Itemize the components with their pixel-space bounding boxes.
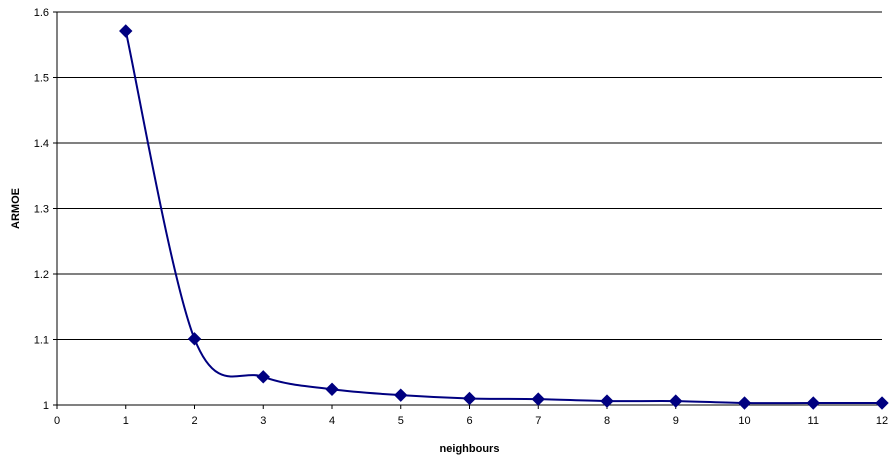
y-axis-title: ARMOE	[10, 188, 22, 229]
x-tick-label: 5	[398, 415, 404, 427]
axes	[53, 11, 883, 409]
x-tick-label: 4	[329, 415, 335, 427]
tick-labels: 11.11.21.31.41.51.60 1 2 3 4 5 6 7 8 9 10 11 12	[34, 7, 888, 427]
data-point	[394, 388, 408, 402]
x-tick-label: 11	[808, 415, 819, 427]
y-tick-label: 1.4	[34, 138, 49, 150]
data-point	[462, 391, 477, 406]
x-tick-label: 9	[673, 415, 679, 427]
gridlines	[57, 11, 882, 340]
y-tick-label: 1	[43, 400, 49, 412]
x-tick-label: 1	[123, 415, 129, 427]
x-tick-label: 12	[876, 415, 888, 427]
y-tick-label: 1.2	[34, 269, 49, 281]
data-point	[256, 370, 270, 384]
series	[119, 24, 889, 410]
data-point	[669, 394, 683, 408]
y-tick-label: 1.1	[34, 335, 49, 347]
data-point	[119, 24, 133, 38]
x-tick-label: 8	[604, 415, 610, 427]
series-line	[124, 30, 882, 405]
x-axis-title: neighbours	[440, 443, 500, 455]
x-tick-label: 0	[54, 415, 60, 427]
data-point	[737, 396, 752, 410]
data-point	[531, 392, 545, 406]
x-tick-label: 3	[260, 415, 266, 427]
data-point	[325, 382, 339, 396]
data-point	[875, 396, 889, 410]
x-tick-label: 6	[466, 415, 472, 427]
data-point	[806, 396, 820, 410]
x-tick-label: 2	[191, 415, 197, 427]
y-tick-label: 1.5	[34, 73, 49, 85]
y-tick-label: 1.3	[34, 204, 49, 216]
y-tick-label: 1.6	[34, 7, 49, 19]
x-tick-label: 10	[738, 415, 750, 427]
data-point	[600, 394, 614, 408]
x-tick-label: 7	[535, 415, 541, 427]
data-point	[187, 332, 202, 346]
